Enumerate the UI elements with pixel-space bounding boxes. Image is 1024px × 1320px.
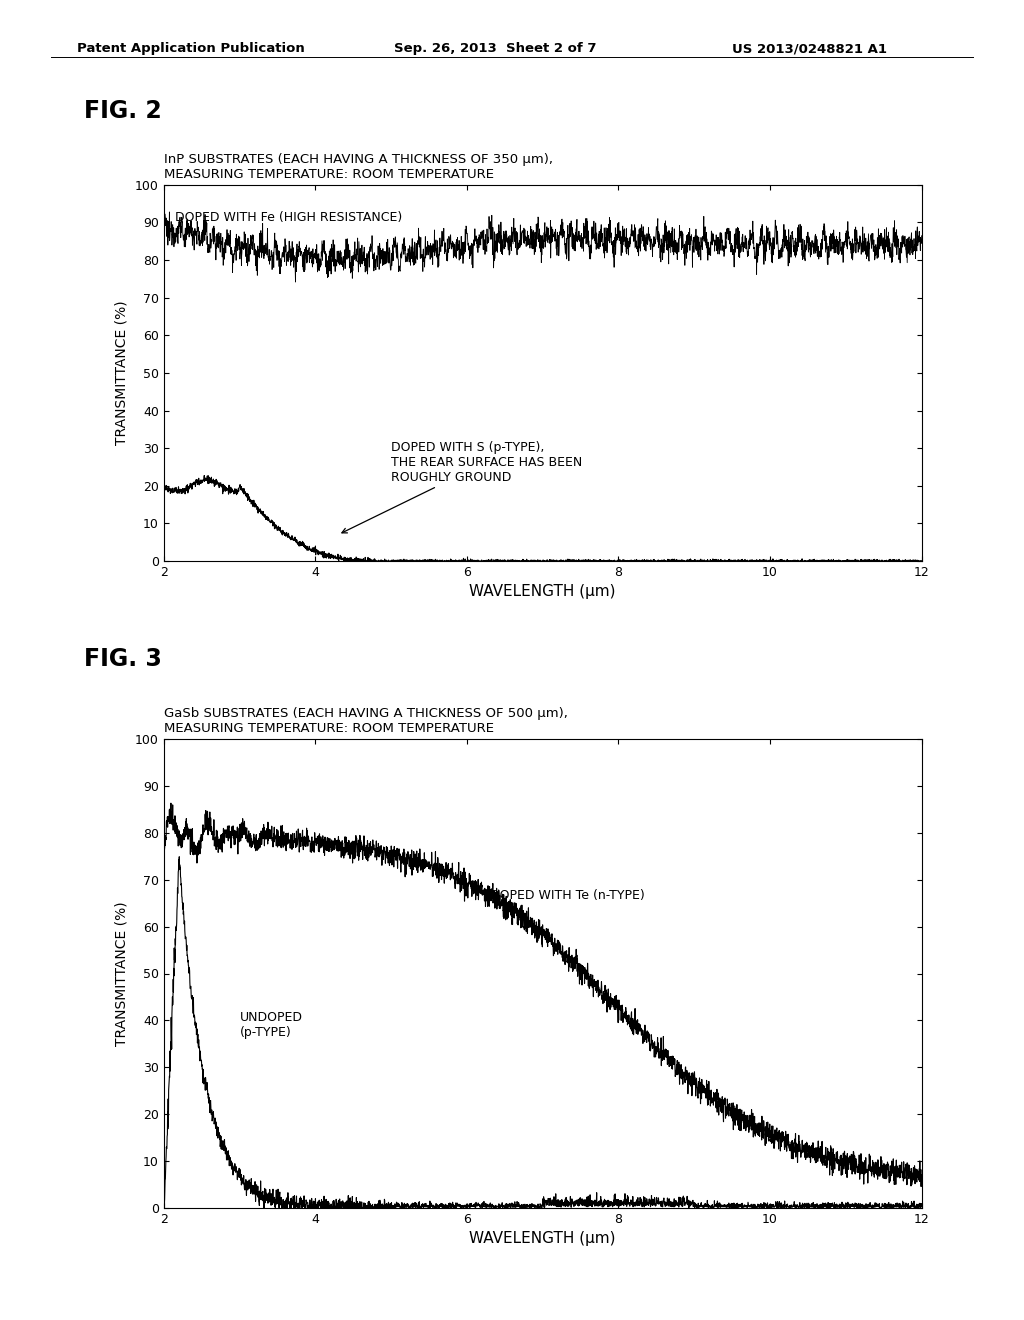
- Text: UNDOPED
(p-TYPE): UNDOPED (p-TYPE): [240, 1011, 303, 1039]
- Text: DOPED WITH S (p-TYPE),
THE REAR SURFACE HAS BEEN
ROUGHLY GROUND: DOPED WITH S (p-TYPE), THE REAR SURFACE …: [342, 441, 583, 533]
- Y-axis label: TRANSMITTANCE (%): TRANSMITTANCE (%): [114, 902, 128, 1045]
- Text: GaSb SUBSTRATES (EACH HAVING A THICKNESS OF 500 μm),
MEASURING TEMPERATURE: ROOM: GaSb SUBSTRATES (EACH HAVING A THICKNESS…: [164, 708, 567, 735]
- Text: US 2013/0248821 A1: US 2013/0248821 A1: [732, 42, 887, 55]
- X-axis label: WAVELENGTH (μm): WAVELENGTH (μm): [469, 1232, 616, 1246]
- Text: FIG. 2: FIG. 2: [84, 99, 162, 123]
- Text: InP SUBSTRATES (EACH HAVING A THICKNESS OF 350 μm),
MEASURING TEMPERATURE: ROOM : InP SUBSTRATES (EACH HAVING A THICKNESS …: [164, 153, 553, 181]
- Y-axis label: TRANSMITTANCE (%): TRANSMITTANCE (%): [114, 301, 128, 445]
- Text: Sep. 26, 2013  Sheet 2 of 7: Sep. 26, 2013 Sheet 2 of 7: [394, 42, 597, 55]
- Text: FIG. 3: FIG. 3: [84, 647, 162, 671]
- Text: DOPED WITH Te (n-TYPE): DOPED WITH Te (n-TYPE): [489, 890, 644, 902]
- X-axis label: WAVELENGTH (μm): WAVELENGTH (μm): [469, 585, 616, 599]
- Text: DOPED WITH Fe (HIGH RESISTANCE): DOPED WITH Fe (HIGH RESISTANCE): [175, 211, 402, 224]
- Text: Patent Application Publication: Patent Application Publication: [77, 42, 304, 55]
